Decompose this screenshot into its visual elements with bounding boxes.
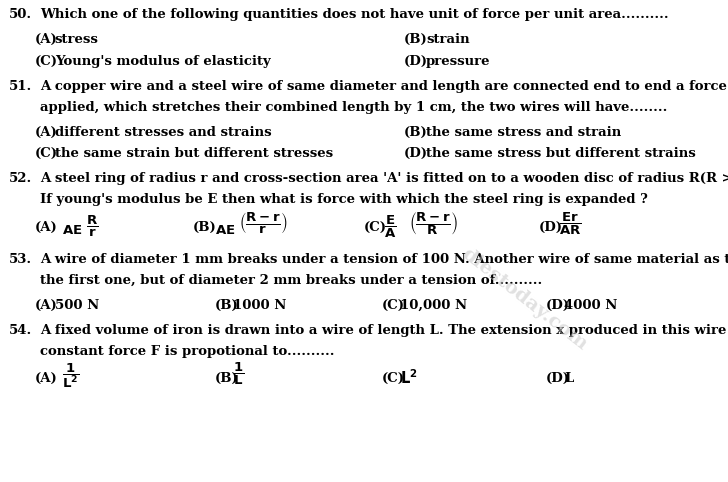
Text: (D): (D) <box>404 147 428 160</box>
Text: $\mathbf{L^2}$: $\mathbf{L^2}$ <box>400 368 418 387</box>
Text: different stresses and strains: different stresses and strains <box>55 126 272 139</box>
Text: 51.: 51. <box>9 80 32 93</box>
Text: (B): (B) <box>404 33 428 46</box>
Text: $\mathbf{\left(\dfrac{R-r}{R}\right)}$: $\mathbf{\left(\dfrac{R-r}{R}\right)}$ <box>409 210 458 237</box>
Text: (C): (C) <box>382 299 405 312</box>
Text: 53.: 53. <box>9 253 32 266</box>
Text: (C): (C) <box>35 54 58 67</box>
Text: the same strain but different stresses: the same strain but different stresses <box>55 147 333 160</box>
Text: the same stress and strain: the same stress and strain <box>426 126 621 139</box>
Text: (B): (B) <box>215 299 239 312</box>
Text: $\mathbf{AE}$: $\mathbf{AE}$ <box>215 224 235 237</box>
Text: $\mathbf{\left(\dfrac{R-r}{r}\right)}$: $\mathbf{\left(\dfrac{R-r}{r}\right)}$ <box>239 210 288 236</box>
Text: applied, which stretches their combined length by 1 cm, the two wires will have.: applied, which stretches their combined … <box>40 101 668 114</box>
Text: Which one of the following quantities does not have unit of force per unit area.: Which one of the following quantities do… <box>40 8 668 21</box>
Text: 4000 N: 4000 N <box>564 299 617 312</box>
Text: (C): (C) <box>382 372 405 385</box>
Text: (A): (A) <box>35 221 58 234</box>
Text: 50.: 50. <box>9 8 32 21</box>
Text: (B): (B) <box>193 221 217 234</box>
Text: (A): (A) <box>35 299 58 312</box>
Text: the same stress but different strains: the same stress but different strains <box>426 147 696 160</box>
Text: (A): (A) <box>35 33 58 46</box>
Text: (D): (D) <box>404 54 428 67</box>
Text: Young's modulus of elasticity: Young's modulus of elasticity <box>55 54 270 67</box>
Text: (A): (A) <box>35 372 58 385</box>
Text: $\mathbf{\dfrac{1}{L^2}}$: $\mathbf{\dfrac{1}{L^2}}$ <box>62 361 79 389</box>
Text: $\mathbf{\dfrac{1}{L}}$: $\mathbf{\dfrac{1}{L}}$ <box>233 361 244 388</box>
Text: strain: strain <box>426 33 470 46</box>
Text: A fixed volume of iron is drawn into a wire of length L. The extension x produce: A fixed volume of iron is drawn into a w… <box>40 324 728 337</box>
Text: A copper wire and a steel wire of same diameter and length are connected end to : A copper wire and a steel wire of same d… <box>40 80 728 93</box>
Text: $\mathbf{AE}$: $\mathbf{AE}$ <box>62 224 82 237</box>
Text: 52.: 52. <box>9 172 32 185</box>
Text: $\mathbf{\dfrac{E}{A}}$: $\mathbf{\dfrac{E}{A}}$ <box>384 214 397 240</box>
Text: 10,000 N: 10,000 N <box>400 299 467 312</box>
Text: pressure: pressure <box>426 54 491 67</box>
Text: (C): (C) <box>35 147 58 160</box>
Text: the first one, but of diameter 2 mm breaks under a tension of..........: the first one, but of diameter 2 mm brea… <box>40 274 542 287</box>
Text: (D): (D) <box>546 372 570 385</box>
Text: 500 N: 500 N <box>55 299 99 312</box>
Text: 1000 N: 1000 N <box>233 299 286 312</box>
Text: constant force F is propotional to..........: constant force F is propotional to......… <box>40 345 335 358</box>
Text: diestoday.com: diestoday.com <box>458 244 590 353</box>
Text: $\mathbf{\dfrac{Er}{AR}}$: $\mathbf{\dfrac{Er}{AR}}$ <box>559 211 582 237</box>
Text: If young's modulus be E then what is force with which the steel ring is expanded: If young's modulus be E then what is for… <box>40 193 648 206</box>
Text: (C): (C) <box>364 221 387 234</box>
Text: (B): (B) <box>404 126 428 139</box>
Text: 54.: 54. <box>9 324 32 337</box>
Text: $\mathbf{\dfrac{R}{r}}$: $\mathbf{\dfrac{R}{r}}$ <box>86 214 98 239</box>
Text: (D): (D) <box>539 221 563 234</box>
Text: L: L <box>564 372 574 385</box>
Text: (B): (B) <box>215 372 239 385</box>
Text: A wire of diameter 1 mm breaks under a tension of 100 N. Another wire of same ma: A wire of diameter 1 mm breaks under a t… <box>40 253 728 266</box>
Text: (D): (D) <box>546 299 570 312</box>
Text: A steel ring of radius r and cross-section area 'A' is fitted on to a wooden dis: A steel ring of radius r and cross-secti… <box>40 172 728 185</box>
Text: stress: stress <box>55 33 98 46</box>
Text: (A): (A) <box>35 126 58 139</box>
